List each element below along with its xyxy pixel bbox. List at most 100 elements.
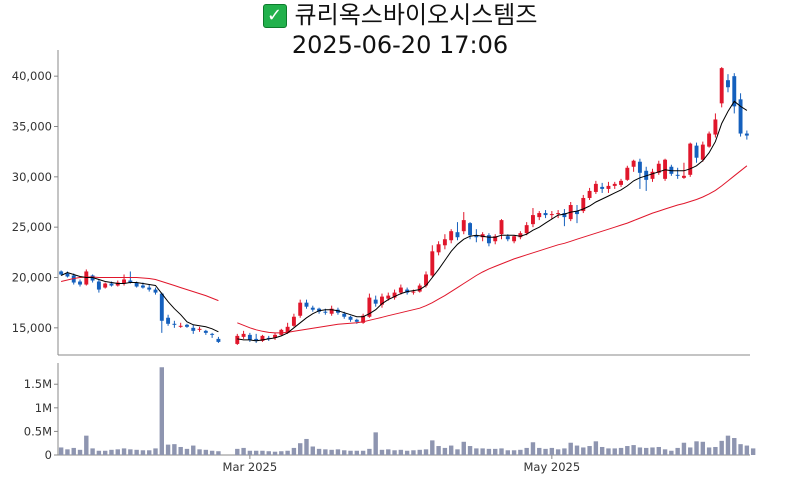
volume-bar xyxy=(235,448,240,455)
volume-bar xyxy=(178,446,183,455)
price-tick-label: 30,000 xyxy=(12,170,52,184)
chart-title: ✓ 큐리옥스바이오시스템즈 2025-06-20 17:06 xyxy=(0,0,800,60)
candle-body xyxy=(606,185,611,189)
price-tick-label: 25,000 xyxy=(12,220,52,234)
candle-body xyxy=(260,335,265,341)
volume-bar xyxy=(285,450,290,455)
candle-body xyxy=(486,235,491,244)
candle-body xyxy=(59,271,64,275)
volume-bar xyxy=(423,449,429,455)
volume-bar xyxy=(266,451,271,455)
candle-body xyxy=(575,211,579,215)
candle-body xyxy=(216,338,221,342)
candle-body xyxy=(323,311,328,313)
check-mark-icon: ✓ xyxy=(262,4,287,28)
candle-body xyxy=(354,319,359,322)
volume-bar xyxy=(738,444,743,455)
volume-bar xyxy=(128,449,133,455)
volume-bar xyxy=(448,445,454,455)
volume-bar xyxy=(354,450,360,455)
candle-body xyxy=(738,99,743,134)
volume-bar xyxy=(348,450,353,455)
price-tick-label: 15,000 xyxy=(12,321,52,335)
volume-bar xyxy=(65,449,70,455)
volume-bar xyxy=(467,446,473,455)
volume-bar xyxy=(71,447,76,455)
volume-bar xyxy=(474,448,479,455)
volume-bar xyxy=(58,447,64,455)
candle-body xyxy=(115,282,120,286)
volume-bar xyxy=(373,432,378,455)
candle-body xyxy=(663,159,668,179)
volume-bar xyxy=(562,448,567,455)
candle-body xyxy=(493,236,498,242)
candle-body xyxy=(310,307,315,310)
volume-bar xyxy=(417,449,422,455)
candle-body xyxy=(153,289,158,293)
candle-body xyxy=(273,334,277,338)
candle-body xyxy=(304,302,309,307)
candle-body xyxy=(556,213,561,215)
candle-body xyxy=(600,186,605,189)
candle-body xyxy=(392,292,397,298)
candle-body xyxy=(543,213,548,216)
volume-bar xyxy=(511,450,517,455)
volume-bar xyxy=(486,448,492,455)
volume-bar xyxy=(442,447,448,455)
candle-body xyxy=(631,160,636,167)
volume-bar xyxy=(140,450,146,455)
candle-body xyxy=(285,326,290,333)
volume-bar xyxy=(744,445,750,455)
candle-body xyxy=(298,302,303,316)
stock-name-line: ✓ 큐리옥스바이오시스템즈 xyxy=(0,0,800,30)
volume-bar xyxy=(430,440,435,455)
candle-body xyxy=(449,231,454,241)
candle-body xyxy=(537,213,542,218)
volume-bar xyxy=(555,449,561,455)
volume-bar xyxy=(455,449,460,455)
volume-bar xyxy=(574,445,580,455)
price-axis: 15,000 20,000 25,000 30,000 35,000 40,000 xyxy=(12,69,58,335)
volume-tick-label: 1.5M xyxy=(24,377,52,391)
volume-bar xyxy=(530,442,536,455)
candle-body xyxy=(619,180,623,185)
candle-body xyxy=(436,244,441,253)
volume-bar xyxy=(172,444,177,455)
candle-body xyxy=(430,251,435,276)
volume-bar xyxy=(297,443,303,455)
volume-bar xyxy=(411,450,416,455)
candle-body xyxy=(166,317,171,324)
volume-bar xyxy=(272,451,278,455)
candle-body xyxy=(203,330,208,333)
candle-body xyxy=(279,329,284,335)
volume-bar xyxy=(719,440,724,455)
volume-bar xyxy=(216,451,221,455)
volume-bar xyxy=(147,450,152,455)
volume-bar xyxy=(549,447,555,455)
x-tick-label: Mar 2025 xyxy=(223,460,278,474)
volume-bar xyxy=(191,445,196,455)
volume-bar xyxy=(134,449,139,455)
volume-bar xyxy=(568,442,573,455)
candle-body xyxy=(713,119,718,135)
volume-bar xyxy=(688,447,693,455)
volume-bar xyxy=(694,441,699,455)
price-tick-label: 35,000 xyxy=(12,120,52,134)
candle-body xyxy=(461,220,466,232)
candle-body xyxy=(650,171,655,179)
candle-body xyxy=(593,183,598,192)
volume-bar xyxy=(115,449,120,455)
volume-bar xyxy=(499,448,504,455)
candle-body xyxy=(185,324,189,327)
candle-body xyxy=(518,233,523,238)
candle-body xyxy=(744,133,749,136)
candle-body xyxy=(581,197,586,212)
candle-body xyxy=(78,281,82,285)
volume-bar xyxy=(253,450,259,455)
candle-body xyxy=(637,161,642,173)
candle-body xyxy=(587,190,592,198)
volume-bar xyxy=(625,446,630,455)
volume-bar xyxy=(102,450,108,455)
x-tick-label: May 2025 xyxy=(523,460,580,474)
volume-bar xyxy=(165,444,171,455)
